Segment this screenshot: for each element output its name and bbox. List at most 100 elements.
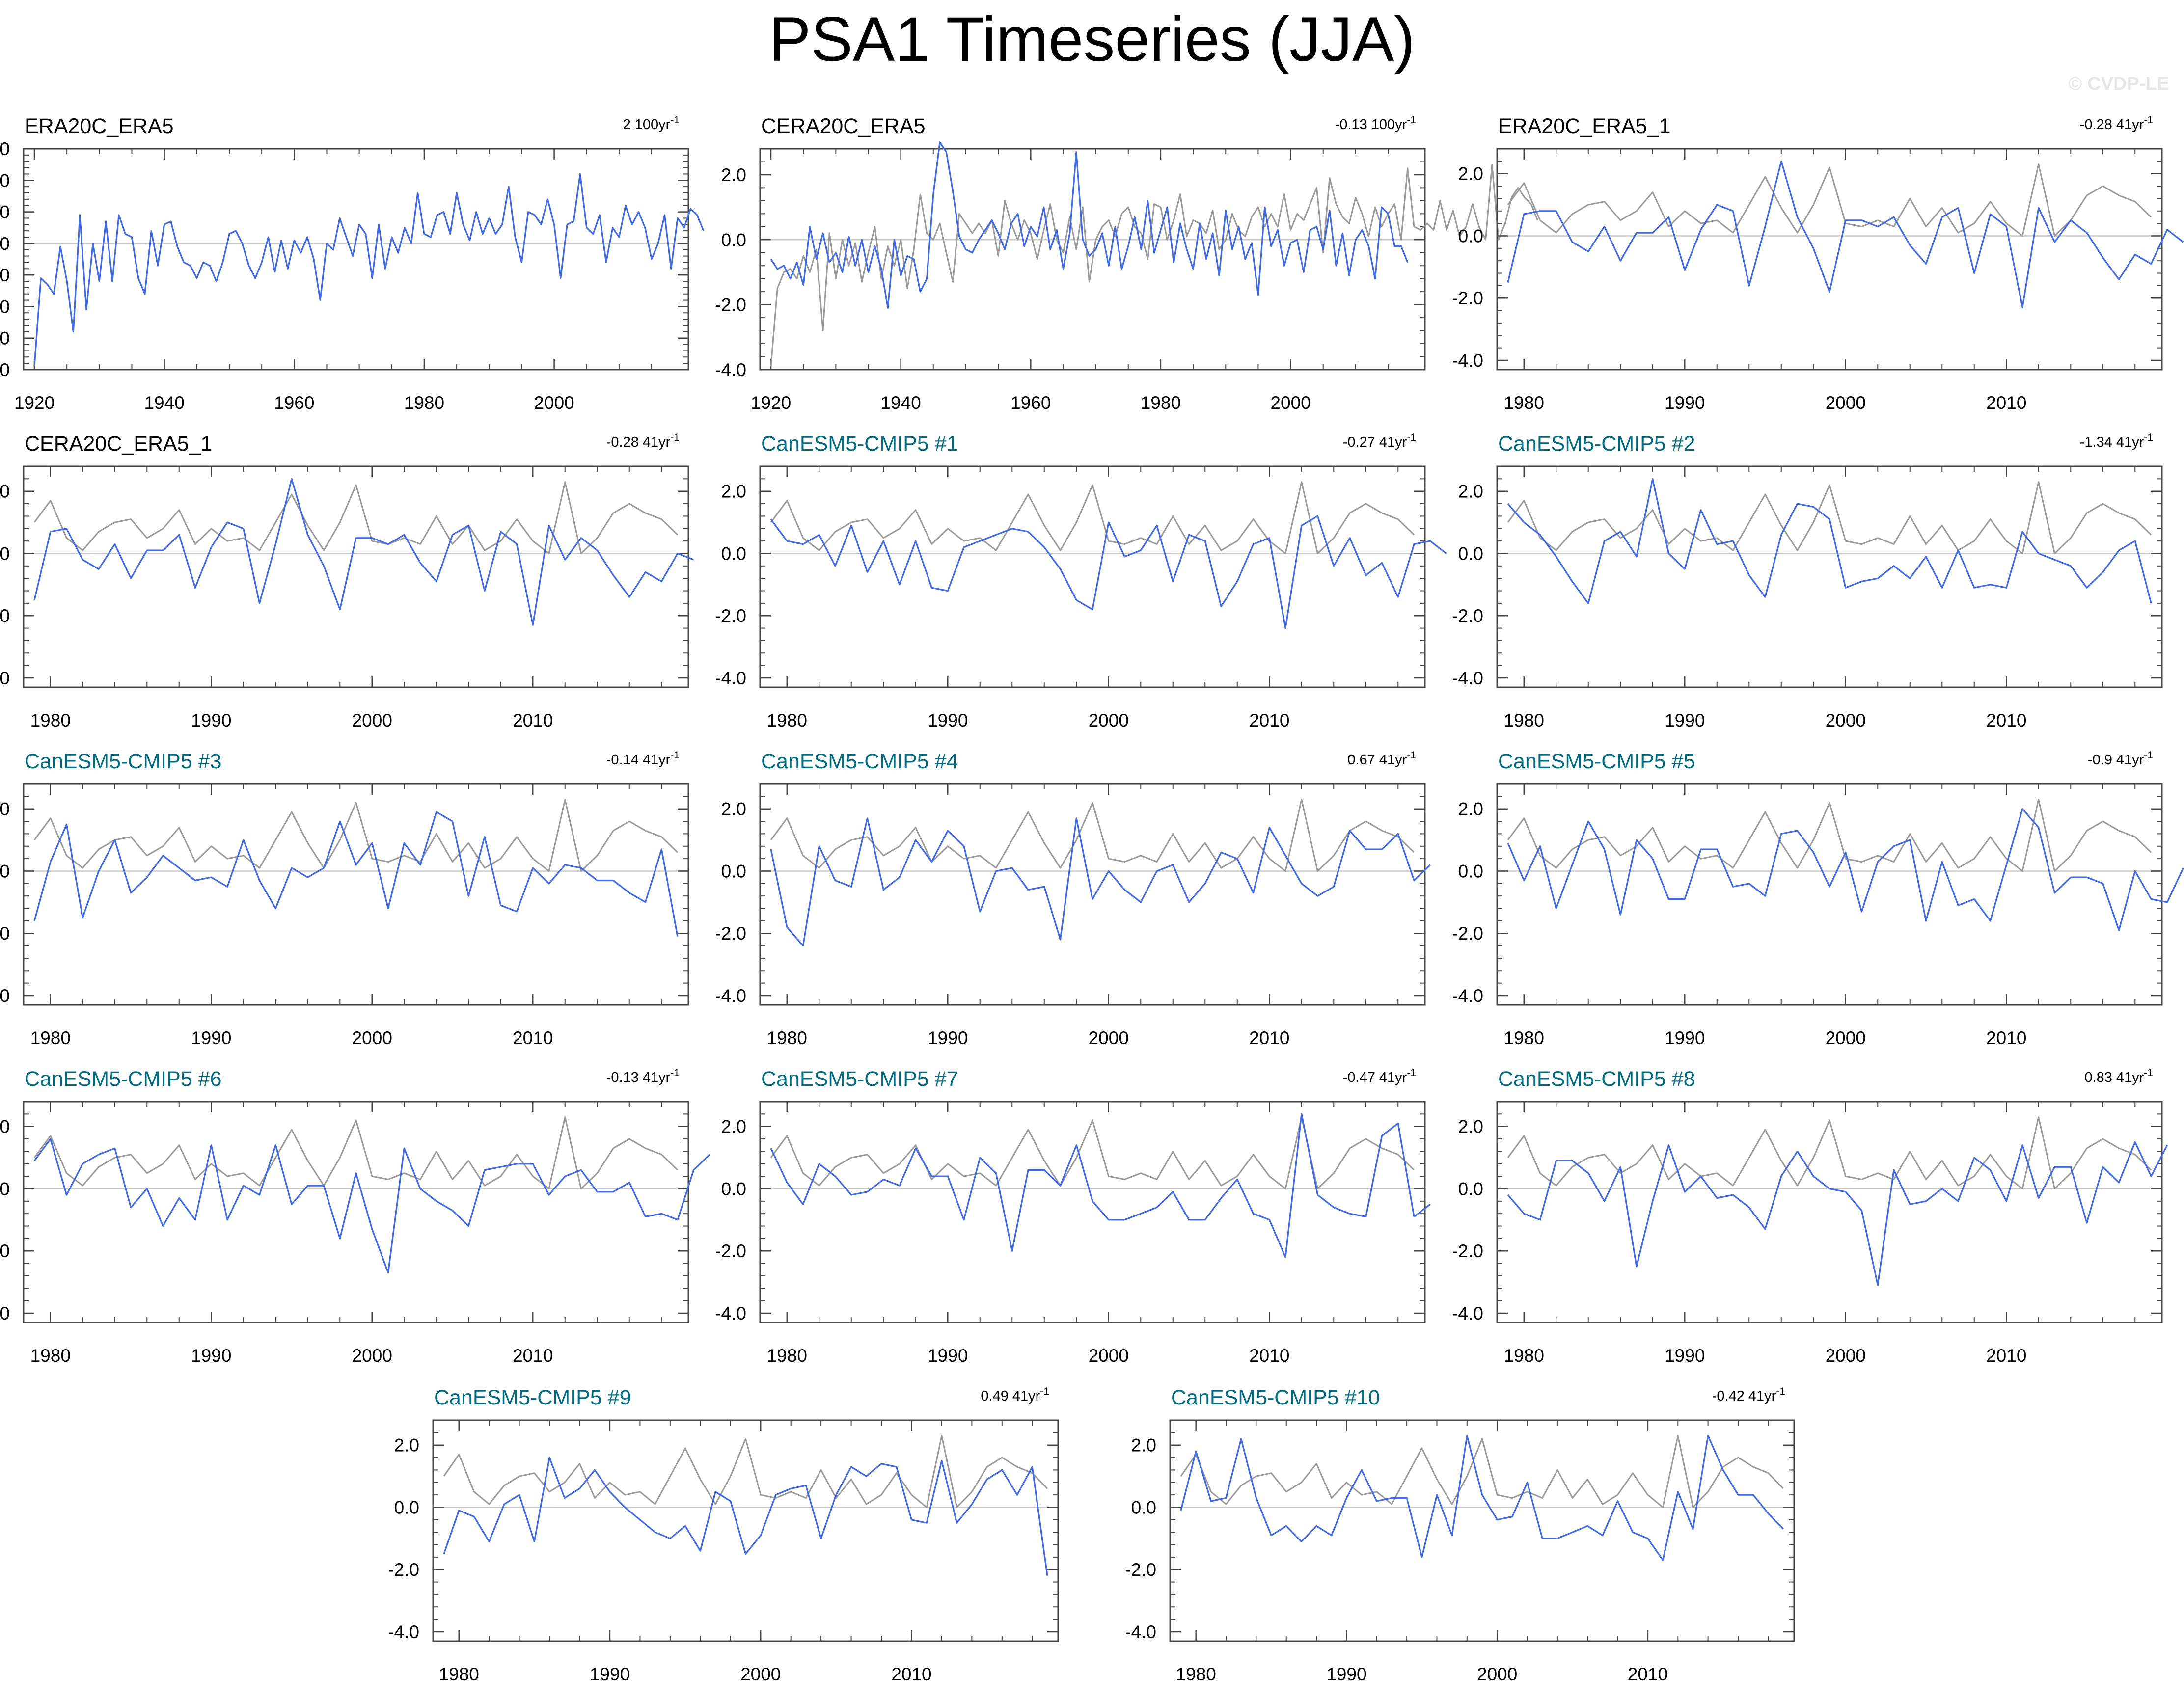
y-tick-label: -4.0 — [0, 360, 10, 380]
model-series-line — [1180, 1435, 1784, 1561]
y-tick-label: -2.0 — [1452, 606, 1483, 626]
y-tick-label: 1.0 — [0, 202, 10, 222]
observed-series-line — [443, 1435, 1048, 1508]
trend-label: 0.67 41yr-1 — [1347, 750, 1416, 768]
panel-title: CanESM5-CMIP5 #9 — [434, 1386, 631, 1409]
y-tick-label: 2.0 — [0, 1117, 10, 1137]
y-tick-label: 0.0 — [721, 230, 746, 250]
x-tick-label: 1990 — [1665, 1346, 1705, 1366]
x-tick-label: 1980 — [1504, 1028, 1544, 1048]
chart-panel: -4.0 -2.0 0.0 2.0 1980 1990 2000 2010 ERA20C_ERA… — [1452, 114, 2184, 413]
trend-label: -0.28 41yr-1 — [2080, 114, 2153, 133]
chart-panel: -4.0 -2.0 0.0 2.0 1980 1990 2000 2010 CanESM5-CM… — [1125, 1386, 1795, 1684]
chart-panel: -4.0 -2.0 0.0 2.0 1980 1990 2000 2010 CanESM5-CM… — [1452, 750, 2184, 1048]
chart-panel: -4.0 -2.0 0.0 2.0 1920 1940 1960 1980 2000 CERA20… — [715, 114, 1538, 413]
y-tick-label: 2.0 — [1458, 164, 1483, 184]
panel-title: CanESM5-CMIP5 #4 — [761, 750, 958, 773]
plot-frame — [759, 783, 1426, 1006]
y-tick-label: -2.0 — [1125, 1560, 1156, 1580]
x-tick-label: 2010 — [1986, 1028, 2026, 1048]
x-tick-label: 2000 — [1089, 710, 1129, 730]
model-series-line — [770, 1113, 1431, 1258]
panel-title: CanESM5-CMIP5 #2 — [1498, 432, 1695, 456]
x-tick-label: 1990 — [590, 1664, 630, 1684]
y-tick-label: 2.0 — [394, 1435, 419, 1456]
plot-frame — [759, 465, 1426, 688]
trend-label: -0.13 41yr-1 — [606, 1067, 680, 1085]
y-tick-label: -3.0 — [0, 328, 10, 349]
y-tick-label: 0.0 — [0, 1179, 10, 1199]
y-tick-label: 2.0 — [721, 1117, 746, 1137]
y-tick-label: 0.0 — [1458, 543, 1483, 564]
x-tick-label: 2010 — [513, 1346, 553, 1366]
plot-frame — [23, 465, 689, 688]
x-tick-label: 1920 — [14, 393, 55, 413]
plot-frame — [1169, 1419, 1795, 1642]
watermark: © CVDP-LE — [2068, 74, 2169, 94]
panel-title: CERA20C_ERA5 — [761, 114, 926, 138]
x-tick-label: 2000 — [352, 1346, 392, 1366]
x-tick-label: 2010 — [1986, 1346, 2026, 1366]
x-tick-label: 1940 — [880, 393, 921, 413]
x-tick-label: 2000 — [352, 1028, 392, 1048]
y-tick-label: -2.0 — [715, 606, 746, 626]
x-tick-label: 1980 — [439, 1664, 479, 1684]
y-tick-label: 0.0 — [1131, 1497, 1156, 1517]
x-tick-label: 1960 — [274, 393, 314, 413]
y-tick-label: -4.0 — [1125, 1622, 1156, 1642]
plot-frame — [1496, 1101, 2163, 1323]
x-tick-label: 2000 — [1089, 1346, 1129, 1366]
plot-frame — [1496, 465, 2163, 688]
y-tick-label: -4.0 — [1452, 668, 1483, 688]
observed-series-line — [1180, 1435, 1784, 1508]
x-tick-label: 2000 — [1270, 393, 1310, 413]
y-tick-label: 0.0 — [1458, 1179, 1483, 1199]
y-tick-label: 2.0 — [1458, 482, 1483, 502]
x-tick-label: 1960 — [1010, 393, 1051, 413]
trend-label: -0.14 41yr-1 — [606, 750, 680, 768]
x-tick-label: 1980 — [1141, 393, 1181, 413]
model-series-line — [33, 1138, 710, 1274]
chart-panel: -4.0 -2.0 0.0 2.0 1980 1990 2000 2010 CanESM5-CM… — [0, 750, 689, 1048]
panel-title: CanESM5-CMIP5 #3 — [25, 750, 222, 773]
panel-title: CanESM5-CMIP5 #10 — [1171, 1386, 1380, 1409]
x-tick-label: 1940 — [144, 393, 184, 413]
chart-panel: -4.0 -2.0 0.0 2.0 1980 1990 2000 2010 CanESM5-CM… — [715, 1067, 1431, 1366]
panel-title: CanESM5-CMIP5 #1 — [761, 432, 958, 456]
y-tick-label: -4.0 — [0, 986, 10, 1006]
x-tick-label: 2010 — [513, 710, 553, 730]
y-tick-label: 2.0 — [721, 482, 746, 502]
trend-label: -0.9 41yr-1 — [2088, 750, 2153, 768]
chart-panel: -4.0 -2.0 0.0 2.0 1980 1990 2000 2010 CanESM5-CM… — [0, 1067, 710, 1366]
observed-series-line — [1507, 481, 2152, 554]
panel-title: ERA20C_ERA5_1 — [1498, 114, 1670, 138]
y-tick-label: -4.0 — [1452, 1303, 1483, 1323]
plot-frame — [23, 783, 689, 1006]
y-tick-label: -2.0 — [1452, 923, 1483, 944]
x-tick-label: 1980 — [404, 393, 444, 413]
plot-frame — [23, 148, 689, 371]
panel-title: CERA20C_ERA5_1 — [25, 432, 212, 456]
trend-label: -0.28 41yr-1 — [606, 432, 680, 450]
trend-label: -0.13 100yr-1 — [1335, 114, 1416, 133]
model-series-line — [770, 515, 1447, 629]
x-tick-label: 1980 — [767, 1346, 807, 1366]
plot-frame — [432, 1419, 1059, 1642]
chart-panel: -4.0 -2.0 0.0 2.0 1980 1990 2000 2010 CERA20C_ER… — [0, 432, 694, 730]
x-tick-label: 1990 — [928, 1028, 968, 1048]
y-tick-label: 2.0 — [1458, 1117, 1483, 1137]
y-tick-label: 0.0 — [0, 543, 10, 564]
x-tick-label: 1980 — [30, 1028, 71, 1048]
observed-series-line — [33, 481, 679, 554]
trend-label: 0.49 41yr-1 — [981, 1386, 1049, 1404]
y-tick-label: 0.0 — [721, 1179, 746, 1199]
x-tick-label: 1990 — [928, 710, 968, 730]
x-tick-label: 1980 — [1504, 1346, 1544, 1366]
y-tick-label: -4.0 — [715, 668, 746, 688]
panel-title: ERA20C_ERA5 — [25, 114, 174, 138]
x-tick-label: 2000 — [352, 710, 392, 730]
x-tick-label: 2000 — [1826, 393, 1866, 413]
x-tick-label: 1990 — [191, 710, 231, 730]
x-tick-label: 2000 — [534, 393, 574, 413]
